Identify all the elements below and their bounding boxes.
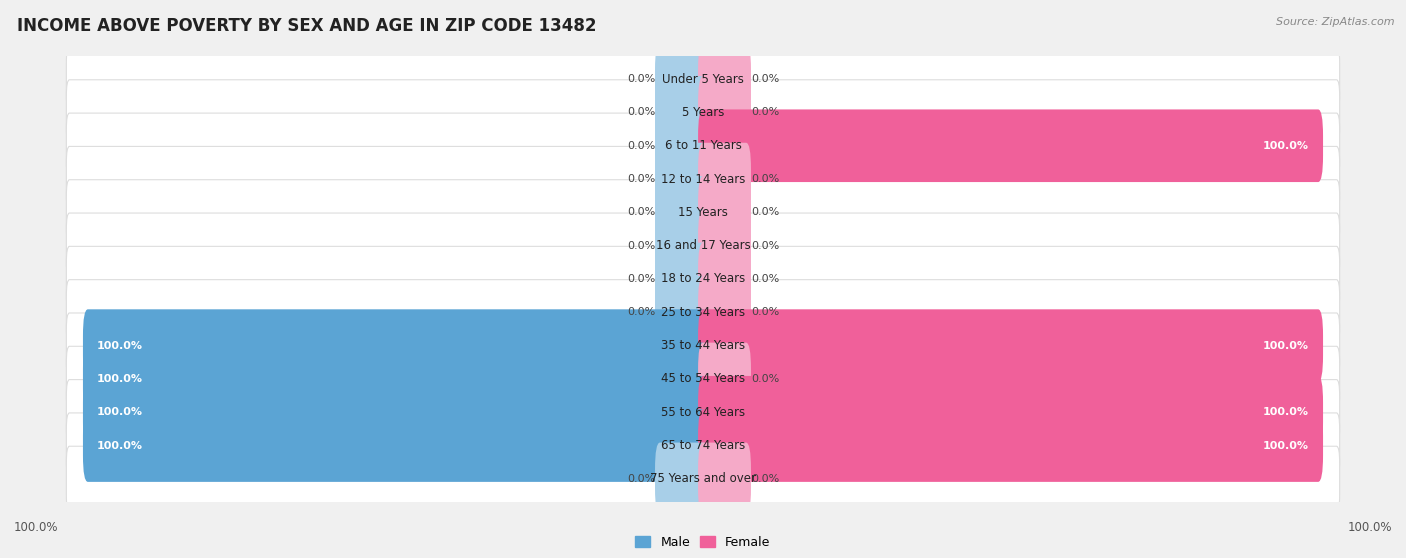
FancyBboxPatch shape bbox=[66, 180, 1340, 245]
FancyBboxPatch shape bbox=[655, 109, 709, 182]
Text: 0.0%: 0.0% bbox=[627, 474, 655, 484]
FancyBboxPatch shape bbox=[66, 113, 1340, 179]
Text: 65 to 74 Years: 65 to 74 Years bbox=[661, 439, 745, 452]
Text: 100.0%: 100.0% bbox=[1263, 441, 1309, 450]
FancyBboxPatch shape bbox=[66, 446, 1340, 512]
Text: 0.0%: 0.0% bbox=[751, 240, 779, 251]
FancyBboxPatch shape bbox=[66, 80, 1340, 145]
FancyBboxPatch shape bbox=[697, 442, 751, 515]
FancyBboxPatch shape bbox=[697, 109, 1323, 182]
FancyBboxPatch shape bbox=[655, 76, 709, 149]
FancyBboxPatch shape bbox=[655, 276, 709, 349]
FancyBboxPatch shape bbox=[655, 143, 709, 215]
FancyBboxPatch shape bbox=[697, 243, 751, 315]
Text: 45 to 54 Years: 45 to 54 Years bbox=[661, 372, 745, 386]
Text: 0.0%: 0.0% bbox=[627, 108, 655, 117]
FancyBboxPatch shape bbox=[655, 176, 709, 249]
Text: 0.0%: 0.0% bbox=[627, 240, 655, 251]
FancyBboxPatch shape bbox=[697, 343, 751, 415]
Text: 0.0%: 0.0% bbox=[751, 208, 779, 218]
Text: 75 Years and over: 75 Years and over bbox=[650, 473, 756, 485]
FancyBboxPatch shape bbox=[66, 280, 1340, 345]
FancyBboxPatch shape bbox=[697, 43, 751, 116]
FancyBboxPatch shape bbox=[66, 146, 1340, 211]
FancyBboxPatch shape bbox=[655, 243, 709, 315]
Text: 0.0%: 0.0% bbox=[751, 74, 779, 84]
FancyBboxPatch shape bbox=[83, 409, 707, 482]
Text: 100.0%: 100.0% bbox=[1347, 521, 1392, 533]
FancyBboxPatch shape bbox=[655, 209, 709, 282]
Text: 35 to 44 Years: 35 to 44 Years bbox=[661, 339, 745, 352]
Text: 0.0%: 0.0% bbox=[627, 174, 655, 184]
Text: 0.0%: 0.0% bbox=[751, 174, 779, 184]
FancyBboxPatch shape bbox=[655, 43, 709, 116]
FancyBboxPatch shape bbox=[83, 376, 707, 449]
Text: 0.0%: 0.0% bbox=[751, 108, 779, 117]
FancyBboxPatch shape bbox=[83, 343, 707, 415]
Text: 100.0%: 100.0% bbox=[97, 407, 143, 417]
FancyBboxPatch shape bbox=[697, 209, 751, 282]
Text: 0.0%: 0.0% bbox=[627, 208, 655, 218]
Text: 100.0%: 100.0% bbox=[97, 441, 143, 450]
Text: 0.0%: 0.0% bbox=[751, 307, 779, 318]
FancyBboxPatch shape bbox=[83, 309, 707, 382]
Text: 100.0%: 100.0% bbox=[1263, 407, 1309, 417]
Text: Under 5 Years: Under 5 Years bbox=[662, 73, 744, 85]
Text: 100.0%: 100.0% bbox=[14, 521, 59, 533]
FancyBboxPatch shape bbox=[697, 376, 1323, 449]
Legend: Male, Female: Male, Female bbox=[630, 531, 776, 554]
Text: 15 Years: 15 Years bbox=[678, 206, 728, 219]
FancyBboxPatch shape bbox=[66, 379, 1340, 445]
Text: 0.0%: 0.0% bbox=[627, 307, 655, 318]
Text: 0.0%: 0.0% bbox=[627, 274, 655, 284]
Text: 6 to 11 Years: 6 to 11 Years bbox=[665, 140, 741, 152]
Text: 55 to 64 Years: 55 to 64 Years bbox=[661, 406, 745, 418]
FancyBboxPatch shape bbox=[697, 409, 1323, 482]
FancyBboxPatch shape bbox=[697, 176, 751, 249]
FancyBboxPatch shape bbox=[655, 442, 709, 515]
Text: 16 and 17 Years: 16 and 17 Years bbox=[655, 239, 751, 252]
FancyBboxPatch shape bbox=[66, 213, 1340, 278]
Text: 100.0%: 100.0% bbox=[97, 374, 143, 384]
FancyBboxPatch shape bbox=[66, 313, 1340, 378]
Text: 0.0%: 0.0% bbox=[627, 74, 655, 84]
Text: 0.0%: 0.0% bbox=[751, 274, 779, 284]
Text: 100.0%: 100.0% bbox=[97, 340, 143, 350]
Text: INCOME ABOVE POVERTY BY SEX AND AGE IN ZIP CODE 13482: INCOME ABOVE POVERTY BY SEX AND AGE IN Z… bbox=[17, 17, 596, 35]
Text: 0.0%: 0.0% bbox=[751, 374, 779, 384]
Text: 12 to 14 Years: 12 to 14 Years bbox=[661, 172, 745, 186]
FancyBboxPatch shape bbox=[697, 143, 751, 215]
FancyBboxPatch shape bbox=[697, 276, 751, 349]
Text: 100.0%: 100.0% bbox=[1263, 340, 1309, 350]
Text: 0.0%: 0.0% bbox=[751, 474, 779, 484]
Text: 0.0%: 0.0% bbox=[627, 141, 655, 151]
FancyBboxPatch shape bbox=[66, 413, 1340, 478]
Text: 18 to 24 Years: 18 to 24 Years bbox=[661, 272, 745, 286]
Text: 5 Years: 5 Years bbox=[682, 106, 724, 119]
Text: 100.0%: 100.0% bbox=[1263, 141, 1309, 151]
FancyBboxPatch shape bbox=[66, 246, 1340, 312]
FancyBboxPatch shape bbox=[66, 347, 1340, 412]
Text: Source: ZipAtlas.com: Source: ZipAtlas.com bbox=[1277, 17, 1395, 27]
FancyBboxPatch shape bbox=[697, 309, 1323, 382]
FancyBboxPatch shape bbox=[697, 76, 751, 149]
FancyBboxPatch shape bbox=[66, 46, 1340, 112]
Text: 25 to 34 Years: 25 to 34 Years bbox=[661, 306, 745, 319]
